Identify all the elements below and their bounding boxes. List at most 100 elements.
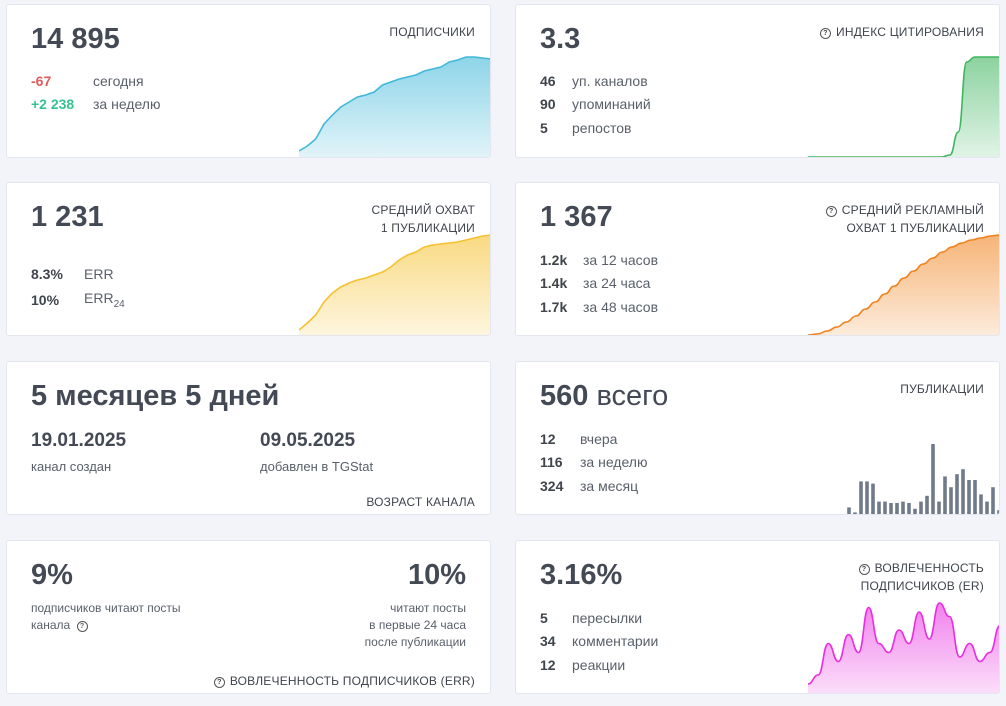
stat-forwards-label: пересылки [572, 609, 643, 626]
help-icon[interactable]: ? [820, 28, 832, 39]
posts-bar [907, 503, 911, 514]
err-right-line3: после публикации [364, 635, 466, 649]
help-icon[interactable]: ? [858, 564, 870, 575]
help-icon[interactable]: ? [825, 206, 837, 217]
subscribers-count: 14 895 [31, 23, 120, 55]
stat-posts-week-value: 116 [540, 454, 563, 471]
citation-card[interactable]: 3.3 ? ИНДЕКС ЦИТИРОВАНИЯ 46 уп. каналов 9… [515, 4, 1000, 158]
ad-reach-label: ? СРЕДНИЙ РЕКЛАМНЫЙ ОХВАТ 1 ПУБЛИКАЦИИ [825, 201, 984, 237]
stat-err24-value: 10% [31, 292, 60, 308]
stat-12h: 1.2k за 12 часов [540, 248, 658, 272]
stat-err: 8.3% ERR [31, 261, 125, 287]
posts-bar [979, 494, 983, 514]
err-label-text: ВОВЛЕЧЕННОСТЬ ПОДПИСЧИКОВ (ERR) [229, 674, 475, 688]
posts-bar [949, 487, 953, 514]
ad-reach-label-line2: ОХВАТ 1 ПУБЛИКАЦИИ [846, 221, 984, 235]
stat-comments: 34 комментарии [540, 630, 658, 654]
err-left-text: подписчиков читают посты канала ? [31, 600, 181, 634]
ad-reach-card[interactable]: 1 367 ? СРЕДНИЙ РЕКЛАМНЫЙ ОХВАТ 1 ПУБЛИКА… [515, 182, 1000, 336]
stat-err-value: 8.3% [31, 266, 63, 282]
created-date: 19.01.2025 [31, 430, 127, 451]
stat-yesterday-label: вчера [580, 430, 618, 447]
stat-48h-label: за 48 часов [583, 298, 659, 315]
posts-bar [859, 481, 863, 514]
subscribers-label: ПОДПИСЧИКИ [389, 25, 475, 39]
citation-line [808, 56, 999, 157]
er-card[interactable]: 3.16% ? ВОВЛЕЧЕННОСТЬ ПОДПИСЧИКОВ (ER) 5 … [515, 540, 1000, 694]
avg-reach-value: 1 231 [31, 201, 104, 233]
citation-area [808, 57, 999, 157]
channel-age-value: 5 месяцев 5 дней [31, 380, 280, 412]
subscribers-card[interactable]: 14 895 ПОДПИСЧИКИ -67 сегодня +2 238 за … [6, 4, 491, 158]
stat-reactions-value: 12 [540, 656, 556, 673]
er-stats: 5 пересылки 34 комментарии 12 реакции [540, 606, 658, 677]
stat-reactions: 12 реакции [540, 653, 658, 677]
err-right-line2: в первые 24 часа [369, 618, 466, 632]
added-label: добавлен в TGStat [260, 459, 374, 474]
stat-24h-label: за 24 часа [583, 275, 651, 292]
posts-bar [925, 495, 929, 514]
avg-reach-area [299, 235, 490, 335]
citation-stats: 46 уп. каналов 90 упоминаний 5 репостов [540, 69, 651, 140]
avg-reach-card[interactable]: 1 231 СРЕДНИЙ ОХВАТ 1 ПУБЛИКАЦИИ 8.3% ER… [6, 182, 491, 336]
posts-bar [853, 512, 857, 514]
stat-12h-label: за 12 часов [583, 251, 659, 268]
citation-label: ? ИНДЕКС ЦИТИРОВАНИЯ [820, 23, 984, 41]
er-line [808, 602, 999, 685]
stat-24h-value: 1.4k [540, 275, 568, 292]
subscribers-sparkline [299, 56, 490, 157]
avg-reach-line [299, 234, 490, 331]
stat-channels-label: уп. каналов [572, 72, 648, 89]
ad-reach-line [808, 234, 999, 335]
ad-reach-value: 1 367 [540, 201, 613, 233]
posts-bar [919, 501, 923, 514]
subscribers-line [299, 56, 490, 152]
ad-reach-area [808, 235, 999, 335]
er-label: ? ВОВЛЕЧЕННОСТЬ ПОДПИСЧИКОВ (ER) [858, 559, 984, 595]
posts-stats: 12 вчера 116 за неделю 324 за месяц [540, 427, 647, 498]
stat-channels: 46 уп. каналов [540, 69, 651, 93]
stat-mentions: 90 упоминаний [540, 93, 651, 117]
stat-reactions-label: реакции [572, 656, 626, 673]
posts-bar [931, 444, 935, 514]
stat-err24: 10% ERR24 [31, 287, 125, 313]
posts-bar [877, 501, 881, 514]
help-icon[interactable]: ? [76, 621, 88, 632]
stat-reposts-value: 5 [540, 119, 548, 136]
stat-mentions-value: 90 [540, 96, 556, 113]
err-right-value: 10% [407, 559, 466, 591]
stat-err24-subscript: 24 [113, 298, 125, 310]
err-right-text: читают посты в первые 24 часа после публ… [365, 600, 466, 651]
stat-channels-value: 46 [540, 72, 556, 89]
stat-posts-month-label: за месяц [580, 477, 639, 494]
posts-bar [967, 480, 971, 514]
stat-forwards: 5 пересылки [540, 606, 658, 630]
err-right-line1: читают посты [390, 601, 466, 615]
channel-age-card[interactable]: 5 месяцев 5 дней 19.01.2025 канал создан… [6, 361, 491, 515]
channel-age-label: ВОЗРАСТ КАНАЛА [366, 495, 475, 509]
stat-today: -67 сегодня [31, 69, 160, 93]
stat-today-label: сегодня [93, 72, 144, 89]
posts-bar [955, 474, 959, 514]
posts-total: 560 всего [540, 380, 668, 413]
citation-label-text: ИНДЕКС ЦИТИРОВАНИЯ [836, 25, 984, 39]
er-value: 3.16% [540, 559, 623, 591]
err-left-line2: канала [31, 618, 71, 632]
stat-posts-month: 324 за месяц [540, 474, 647, 498]
posts-bar [985, 501, 989, 514]
stat-posts-week: 116 за неделю [540, 451, 647, 475]
stat-week-value: +2 238 [31, 96, 75, 113]
stat-posts-month-value: 324 [540, 477, 564, 494]
stat-err24-label: ERR24 [84, 290, 125, 310]
stat-err24-label-text: ERR [84, 290, 114, 307]
err-card[interactable]: 9% подписчиков читают посты канала ? 10%… [6, 540, 491, 694]
posts-card[interactable]: 560 всего ПУБЛИКАЦИИ 12 вчера 116 за нед… [515, 361, 1000, 515]
ad-reach-stats: 1.2k за 12 часов 1.4k за 24 часа 1.7k за… [540, 248, 658, 319]
err-left-line1: подписчиков читают посты [31, 601, 181, 615]
ad-reach-label-line1: СРЕДНИЙ РЕКЛАМНЫЙ [841, 203, 984, 217]
posts-bar [961, 469, 965, 514]
stat-week-label: за неделю [93, 96, 161, 113]
help-icon[interactable]: ? [213, 677, 225, 688]
er-label-line2: ПОДПИСЧИКОВ (ER) [860, 579, 984, 593]
posts-label: ПУБЛИКАЦИИ [900, 382, 984, 396]
